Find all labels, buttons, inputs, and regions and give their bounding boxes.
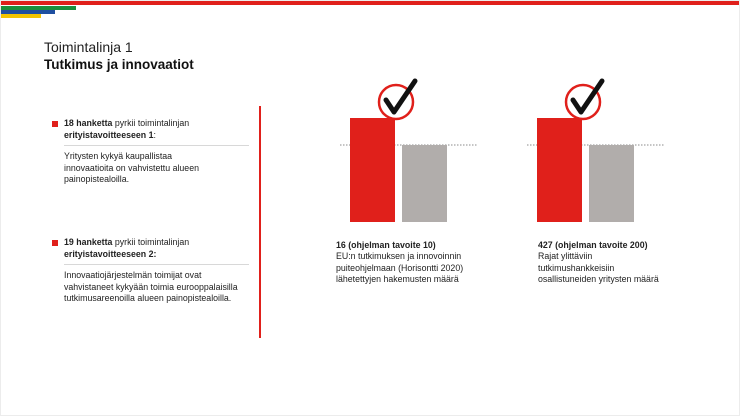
chart-2-value: 427 (ohjelman tavoite 200) — [538, 240, 648, 250]
chart-1-value: 16 (ohjelman tavoite 10) — [336, 240, 436, 250]
goal-1: 18 hanketta pyrkii toimintalinjan erityi… — [52, 118, 252, 186]
goal-1-heading: 18 hanketta pyrkii toimintalinjan erityi… — [64, 118, 190, 140]
vertical-divider — [259, 106, 261, 338]
goal-2-description: Innovaatiojärjestelmän toimijat ovat vah… — [64, 270, 238, 303]
check-circle-icon — [564, 83, 602, 121]
bullet-square — [52, 240, 58, 246]
bar-actual — [537, 118, 582, 222]
section-title: Tutkimus ja innovaatiot — [44, 57, 194, 72]
goal-2: 19 hanketta pyrkii toimintalinjan erityi… — [52, 237, 252, 305]
chart-1-description: EU:n tutkimuksen ja innovoinnin puiteohj… — [336, 251, 464, 285]
checkmark-icon — [383, 78, 418, 115]
chart-2-description: Rajat ylittäviin tutkimushankkeisiin osa… — [538, 251, 659, 285]
bar-target — [589, 145, 634, 222]
chart-1-caption: 16 (ohjelman tavoite 10) EU:n tutkimukse… — [336, 240, 496, 286]
chart-2-caption: 427 (ohjelman tavoite 200) Rajat ylittäv… — [538, 240, 668, 286]
bullet-square — [52, 121, 58, 127]
goal-divider — [64, 264, 249, 265]
goal-1-description: Yritysten kykyä kaupallistaa innovaatioi… — [64, 151, 199, 184]
bar-target — [402, 145, 447, 222]
section-kicker: Toimintalinja 1 — [44, 39, 133, 55]
check-circle-icon — [377, 83, 415, 121]
goal-divider — [64, 145, 249, 146]
goal-2-heading: 19 hanketta pyrkii toimintalinjan erityi… — [64, 237, 190, 259]
bar-actual — [350, 118, 395, 222]
checkmark-icon — [570, 78, 605, 115]
